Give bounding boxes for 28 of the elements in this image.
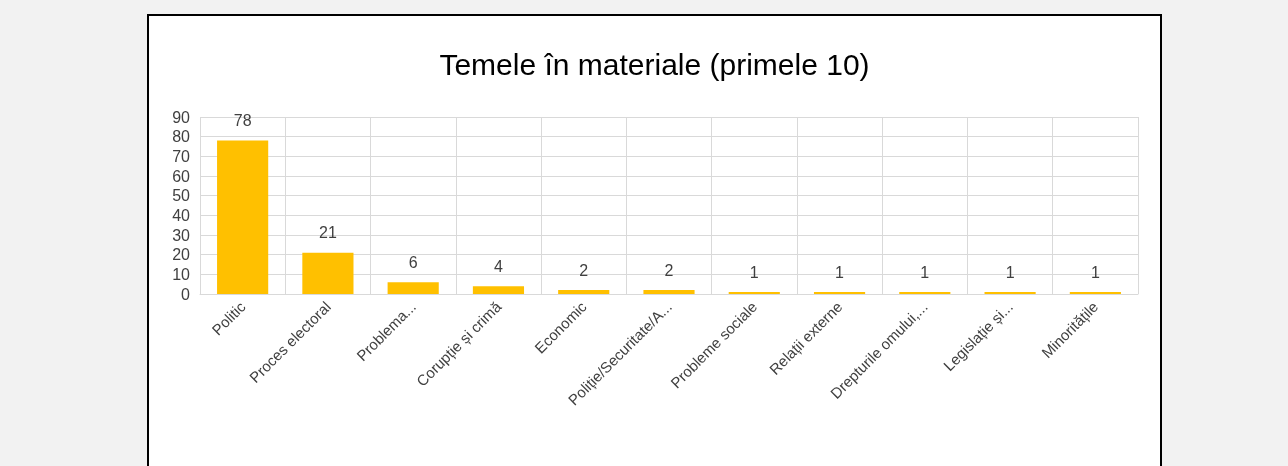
y-tick-label: 50 [172, 187, 191, 205]
data-label: 1 [1090, 263, 1100, 281]
data-label: 2 [664, 261, 674, 279]
data-label: 1 [1005, 263, 1015, 281]
y-tick-label: 70 [172, 147, 191, 165]
y-tick-label: 40 [172, 206, 191, 224]
bar [217, 140, 269, 294]
data-label: 4 [494, 257, 503, 275]
data-label: 1 [920, 263, 930, 281]
y-tick-label: 0 [181, 285, 191, 303]
data-label: 78 [233, 112, 252, 130]
chart-title: Temele în materiale (primele 10) [439, 47, 870, 81]
data-label: 2 [579, 261, 589, 279]
y-tick-label: 80 [172, 128, 191, 146]
bar [472, 286, 525, 294]
data-label: 1 [749, 263, 759, 281]
bar [558, 290, 610, 294]
y-tick-label: 20 [172, 246, 191, 264]
bar [643, 290, 695, 294]
bar [387, 282, 439, 294]
data-label: 21 [319, 224, 337, 242]
data-label: 1 [835, 263, 845, 281]
y-tick-label: 90 [172, 108, 191, 126]
y-tick-label: 10 [172, 265, 191, 283]
y-tick-label: 30 [172, 226, 191, 244]
bar [302, 252, 354, 294]
y-tick-label: 60 [172, 167, 191, 185]
data-label: 6 [408, 253, 418, 271]
